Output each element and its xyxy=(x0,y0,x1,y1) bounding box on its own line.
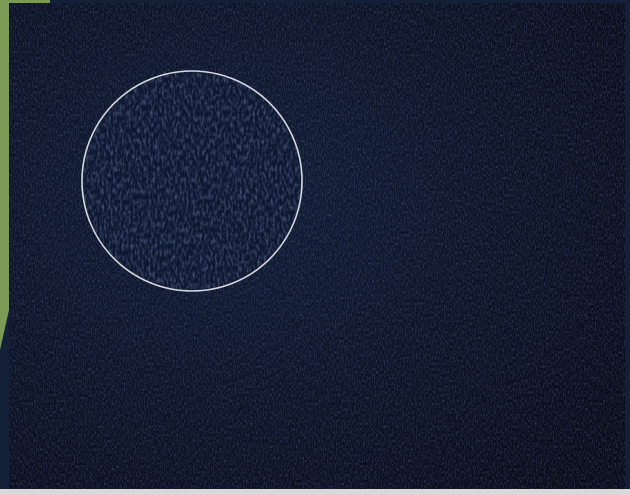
magnifier-content xyxy=(83,72,301,290)
fabric-texture xyxy=(9,3,625,489)
bottom-edge xyxy=(0,489,630,495)
magnifier-ring xyxy=(81,70,303,292)
magnified-texture xyxy=(83,72,301,290)
green-edge xyxy=(0,0,50,350)
